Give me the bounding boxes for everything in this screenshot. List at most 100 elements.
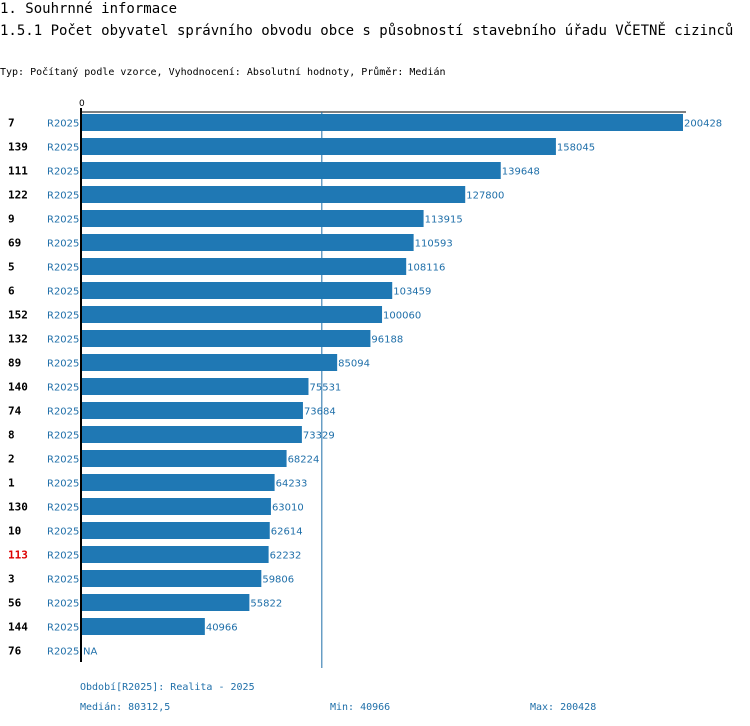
value-label: 113915 [425, 215, 463, 226]
bar [82, 306, 383, 323]
period-label: R2025 [47, 575, 79, 586]
period-label: R2025 [47, 623, 79, 634]
category-label: 152 [8, 309, 28, 322]
category-label: 7 [8, 117, 15, 130]
category-label: 6 [8, 285, 15, 298]
bar [82, 522, 270, 539]
bar [82, 618, 205, 635]
category-label: 5 [8, 261, 15, 274]
bar [82, 162, 501, 179]
category-label: 130 [8, 501, 28, 514]
period-label: R2025 [47, 599, 79, 610]
category-label: 113 [8, 549, 28, 562]
value-label: 75531 [309, 383, 341, 394]
bar [82, 426, 302, 443]
period-label: R2025 [47, 455, 79, 466]
section-title: 1. Souhrnné informace [0, 1, 178, 17]
bar [82, 258, 407, 275]
period-label: R2025 [47, 143, 79, 154]
value-label: 68224 [288, 455, 320, 466]
value-label: 73329 [303, 431, 335, 442]
category-label: 2 [8, 453, 15, 466]
category-label: 8 [8, 429, 15, 442]
period-label: R2025 [47, 407, 79, 418]
value-label: 110593 [415, 239, 453, 250]
category-label: 9 [8, 213, 15, 226]
period-label: R2025 [47, 119, 79, 130]
value-label: 64233 [276, 479, 308, 490]
bar [82, 498, 271, 515]
category-label: 122 [8, 189, 28, 202]
period-label: R2025 [47, 431, 79, 442]
category-label: 10 [8, 525, 21, 538]
bar [82, 546, 269, 563]
period-label: R2025 [47, 215, 79, 226]
bar [82, 594, 250, 611]
period-label: R2025 [47, 359, 79, 370]
value-label: 59806 [262, 575, 294, 586]
category-label: 74 [8, 405, 22, 418]
category-label: 69 [8, 237, 21, 250]
value-label: 108116 [407, 263, 445, 274]
value-label: 139648 [502, 167, 540, 178]
value-label: 158045 [557, 143, 595, 154]
footer-median: Medián: 80312,5 [80, 702, 171, 713]
period-label: R2025 [47, 527, 79, 538]
period-label: R2025 [47, 287, 79, 298]
period-label: R2025 [47, 479, 79, 490]
bar [82, 282, 393, 299]
value-label: 55822 [250, 599, 282, 610]
category-label: 139 [8, 141, 28, 154]
bar [82, 186, 466, 203]
value-label: 40966 [206, 623, 238, 634]
category-label: 89 [8, 357, 21, 370]
period-label: R2025 [47, 647, 79, 658]
axis-zero-label: 0 [79, 99, 85, 109]
period-label: R2025 [47, 551, 79, 562]
value-label: 85094 [338, 359, 370, 370]
bar [82, 474, 275, 491]
bar [82, 234, 414, 251]
footer-period: Období[R2025]: Realita - 2025 [80, 682, 255, 693]
value-label: 62614 [271, 527, 303, 538]
period-label: R2025 [47, 191, 79, 202]
period-label: R2025 [47, 167, 79, 178]
value-label: 103459 [393, 287, 431, 298]
bar [82, 450, 287, 467]
bar [82, 570, 262, 587]
category-label: 76 [8, 645, 22, 658]
value-label: 63010 [272, 503, 304, 514]
bar [82, 354, 338, 371]
value-label: 127800 [466, 191, 504, 202]
footer-max: Max: 200428 [530, 702, 597, 713]
category-label: 1 [8, 477, 15, 490]
category-label: 140 [8, 381, 28, 394]
value-label: 73684 [304, 407, 336, 418]
chart-title: 1.5.1 Počet obyvatel správního obvodu ob… [0, 23, 734, 39]
category-label: 111 [8, 165, 28, 178]
period-label: R2025 [47, 335, 79, 346]
bar [82, 114, 683, 131]
value-label: 200428 [684, 119, 722, 130]
value-label: 96188 [371, 335, 403, 346]
chart-subtitle: Typ: Počítaný podle vzorce, Vyhodnocení:… [0, 67, 446, 78]
bar [82, 378, 309, 395]
footer-min: Min: 40966 [330, 702, 391, 713]
bar [82, 330, 371, 347]
period-label: R2025 [47, 263, 79, 274]
period-label: R2025 [47, 503, 79, 514]
category-label: 144 [8, 621, 28, 634]
category-label: 132 [8, 333, 28, 346]
value-label: 62232 [270, 551, 302, 562]
period-label: R2025 [47, 311, 79, 322]
period-label: R2025 [47, 383, 79, 394]
period-label: R2025 [47, 239, 79, 250]
bar [82, 210, 424, 227]
category-label: 3 [8, 573, 15, 586]
category-label: 56 [8, 597, 22, 610]
value-label: NA [83, 647, 97, 658]
value-label: 100060 [383, 311, 421, 322]
bar [82, 138, 556, 155]
bar [82, 402, 303, 419]
